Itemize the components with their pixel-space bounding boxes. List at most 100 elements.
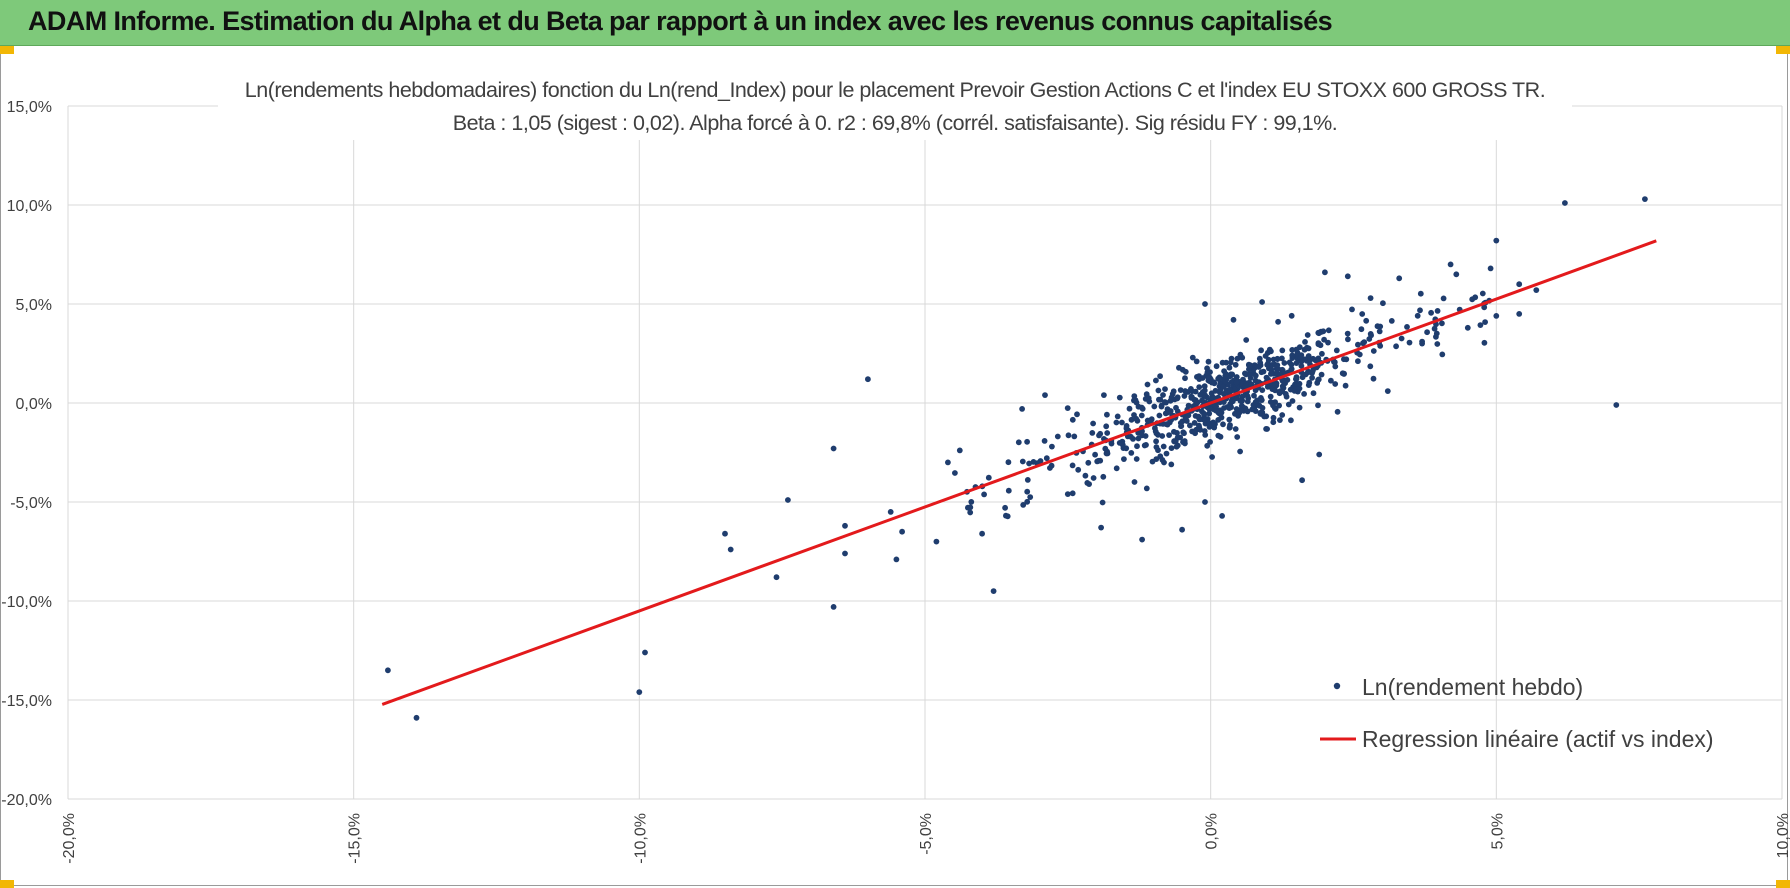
data-point (1168, 445, 1175, 451)
data-point (1239, 354, 1246, 361)
data-point (1363, 317, 1370, 324)
data-point (1094, 458, 1101, 465)
data-point (1042, 392, 1048, 398)
data-point (1272, 387, 1278, 394)
data-point (1131, 412, 1137, 418)
data-point (1332, 381, 1339, 387)
data-point (1069, 490, 1076, 497)
data-point (1315, 340, 1322, 346)
header-bar: ADAM Informe. Estimation du Alpha et du … (0, 0, 1790, 46)
data-point (1613, 402, 1620, 408)
data-point (1108, 440, 1115, 447)
data-point (1487, 265, 1494, 272)
data-point (887, 509, 894, 515)
data-point (1305, 369, 1311, 376)
data-point (1024, 477, 1031, 483)
data-point (636, 689, 643, 695)
data-point (1384, 388, 1391, 394)
data-point (1433, 333, 1439, 340)
data-point (785, 497, 791, 503)
data-point (1049, 443, 1055, 450)
data-point (1215, 432, 1222, 439)
legend: Ln(rendement hebdo) Regression linéaire … (1320, 674, 1714, 752)
data-point (1309, 368, 1316, 374)
data-point (1359, 311, 1366, 317)
data-point (1315, 329, 1322, 336)
data-point (1533, 287, 1540, 293)
data-point (1431, 325, 1438, 332)
data-point (1477, 322, 1484, 328)
data-point (1464, 324, 1471, 331)
data-point (1113, 465, 1120, 472)
data-point (1296, 404, 1303, 411)
x-tick-label: 5,0% (1489, 813, 1506, 849)
x-tick-label: -20,0% (61, 813, 78, 864)
data-point (1096, 432, 1102, 439)
data-point (1182, 375, 1188, 382)
data-point (1268, 348, 1274, 355)
data-point (1157, 396, 1164, 403)
data-point (1293, 360, 1300, 366)
data-point (1274, 362, 1281, 368)
y-tick-label: 0,0% (16, 396, 52, 413)
data-point (1281, 360, 1288, 366)
data-point (1204, 442, 1211, 449)
data-point (1316, 451, 1323, 458)
data-point (1015, 439, 1022, 446)
corner-accent-top-right (1776, 46, 1790, 54)
data-point (1222, 379, 1228, 385)
data-point (1048, 462, 1055, 469)
data-point (642, 649, 648, 656)
data-point (1279, 412, 1286, 418)
data-point (1157, 453, 1164, 460)
data-point (1181, 393, 1188, 399)
data-point (1135, 435, 1142, 442)
y-tick-label: -20,0% (1, 792, 52, 809)
data-point (1242, 370, 1248, 377)
data-point (1226, 364, 1233, 371)
data-point (956, 447, 963, 454)
data-point (1320, 328, 1327, 335)
data-point (1229, 371, 1236, 378)
data-point (1250, 367, 1257, 373)
data-point (1275, 318, 1281, 325)
data-point (1417, 307, 1423, 314)
data-point (1202, 392, 1208, 399)
data-point (1102, 445, 1109, 452)
data-point (1367, 295, 1374, 301)
data-point (1019, 406, 1025, 412)
data-point (1187, 422, 1193, 429)
y-tick-label: 5,0% (16, 297, 52, 314)
data-point (1168, 461, 1175, 468)
data-point (1355, 358, 1361, 365)
data-point (1296, 380, 1303, 387)
data-point (1196, 376, 1203, 382)
data-point (1119, 441, 1126, 448)
data-point (1306, 379, 1313, 386)
data-point (1249, 406, 1256, 413)
data-point (1393, 343, 1399, 350)
data-point (1355, 341, 1361, 348)
data-point (1211, 380, 1218, 387)
data-point (1344, 330, 1351, 337)
data-point (1302, 339, 1308, 345)
data-point (1482, 319, 1488, 325)
data-point (1288, 361, 1295, 368)
data-point (1201, 383, 1208, 390)
data-point (1642, 196, 1648, 203)
data-point (1151, 403, 1158, 410)
data-point (1202, 432, 1209, 438)
data-point (1380, 300, 1386, 307)
data-point (1160, 392, 1166, 398)
data-point (1171, 438, 1178, 444)
data-point (1103, 423, 1110, 430)
data-point (1206, 406, 1213, 413)
data-point (1195, 414, 1202, 421)
data-point (1192, 428, 1198, 434)
data-point (1315, 355, 1322, 362)
data-point (1100, 473, 1107, 480)
data-point (1181, 438, 1188, 444)
data-point (985, 474, 992, 481)
data-point (1128, 433, 1134, 440)
data-point (1064, 491, 1071, 497)
